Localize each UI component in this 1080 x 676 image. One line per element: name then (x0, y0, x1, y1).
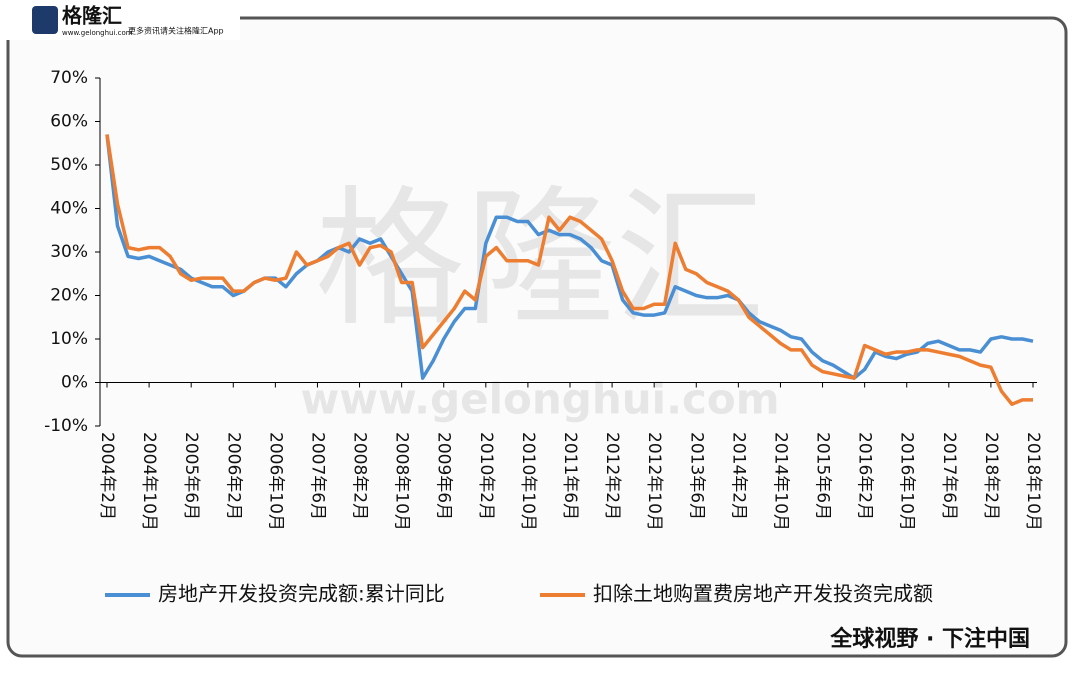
x-tick-label: 2010年10月 (518, 432, 538, 531)
x-tick-label: 2008年10月 (392, 432, 412, 531)
x-tick-label: 2015年6月 (813, 432, 833, 520)
x-tick-label: 2007年6月 (307, 432, 327, 520)
x-tick-label: 2016年2月 (855, 432, 875, 520)
x-tick-label: 2013年6月 (686, 432, 706, 520)
footer: 全球视野 · 下注中国 (829, 626, 1030, 652)
legend-label: 扣除土地购置费房地产开发投资完成额 (593, 582, 933, 606)
frame (6, 16, 1068, 658)
y-tick-label: 0% (61, 373, 88, 393)
x-tick-label: 2005年6月 (181, 432, 201, 520)
y-tick-label: 40% (50, 199, 88, 219)
logo-icon (32, 6, 58, 34)
x-tick-label: 2009年6月 (434, 432, 454, 520)
x-tick-label: 2016年10月 (897, 432, 917, 531)
x-tick-label: 2018年2月 (981, 432, 1001, 520)
y-tick-label: 70% (50, 68, 88, 88)
slogan: 更多资讯请关注格隆汇App (128, 26, 224, 36)
legend-label: 房地产开发投资完成额:累计同比 (158, 582, 445, 606)
x-tick-label: 2014年10月 (770, 432, 790, 531)
x-tick-label: 2014年2月 (728, 432, 748, 520)
y-tick-label: 10% (50, 329, 88, 349)
x-tick-label: 2008年2月 (350, 432, 370, 520)
y-tick-label: 20% (50, 286, 88, 306)
y-tick-label: 30% (50, 242, 88, 262)
x-tick-label: 2018年10月 (1023, 432, 1043, 531)
x-tick-label: 2011年6月 (560, 432, 580, 520)
y-tick-label: 50% (50, 155, 88, 175)
x-tick-label: 2017年6月 (939, 432, 959, 520)
x-tick-label: 2010年2月 (476, 432, 496, 520)
y-tick-label: -10% (44, 416, 88, 436)
watermark-url: www.gelonghui.com (300, 375, 779, 424)
x-tick-label: 2006年10月 (265, 432, 285, 531)
x-tick-label: 2004年2月 (97, 432, 117, 520)
y-tick-label: 60% (50, 112, 88, 132)
x-tick-label: 2012年2月 (602, 432, 622, 520)
x-tick-label: 2006年2月 (223, 432, 243, 520)
x-tick-label: 2012年10月 (644, 432, 664, 531)
logo: 格隆汇 (62, 4, 122, 28)
series-line (105, 134, 1033, 406)
x-tick-label: 2004年10月 (139, 432, 159, 531)
site: www.gelonghui.com (62, 29, 133, 37)
